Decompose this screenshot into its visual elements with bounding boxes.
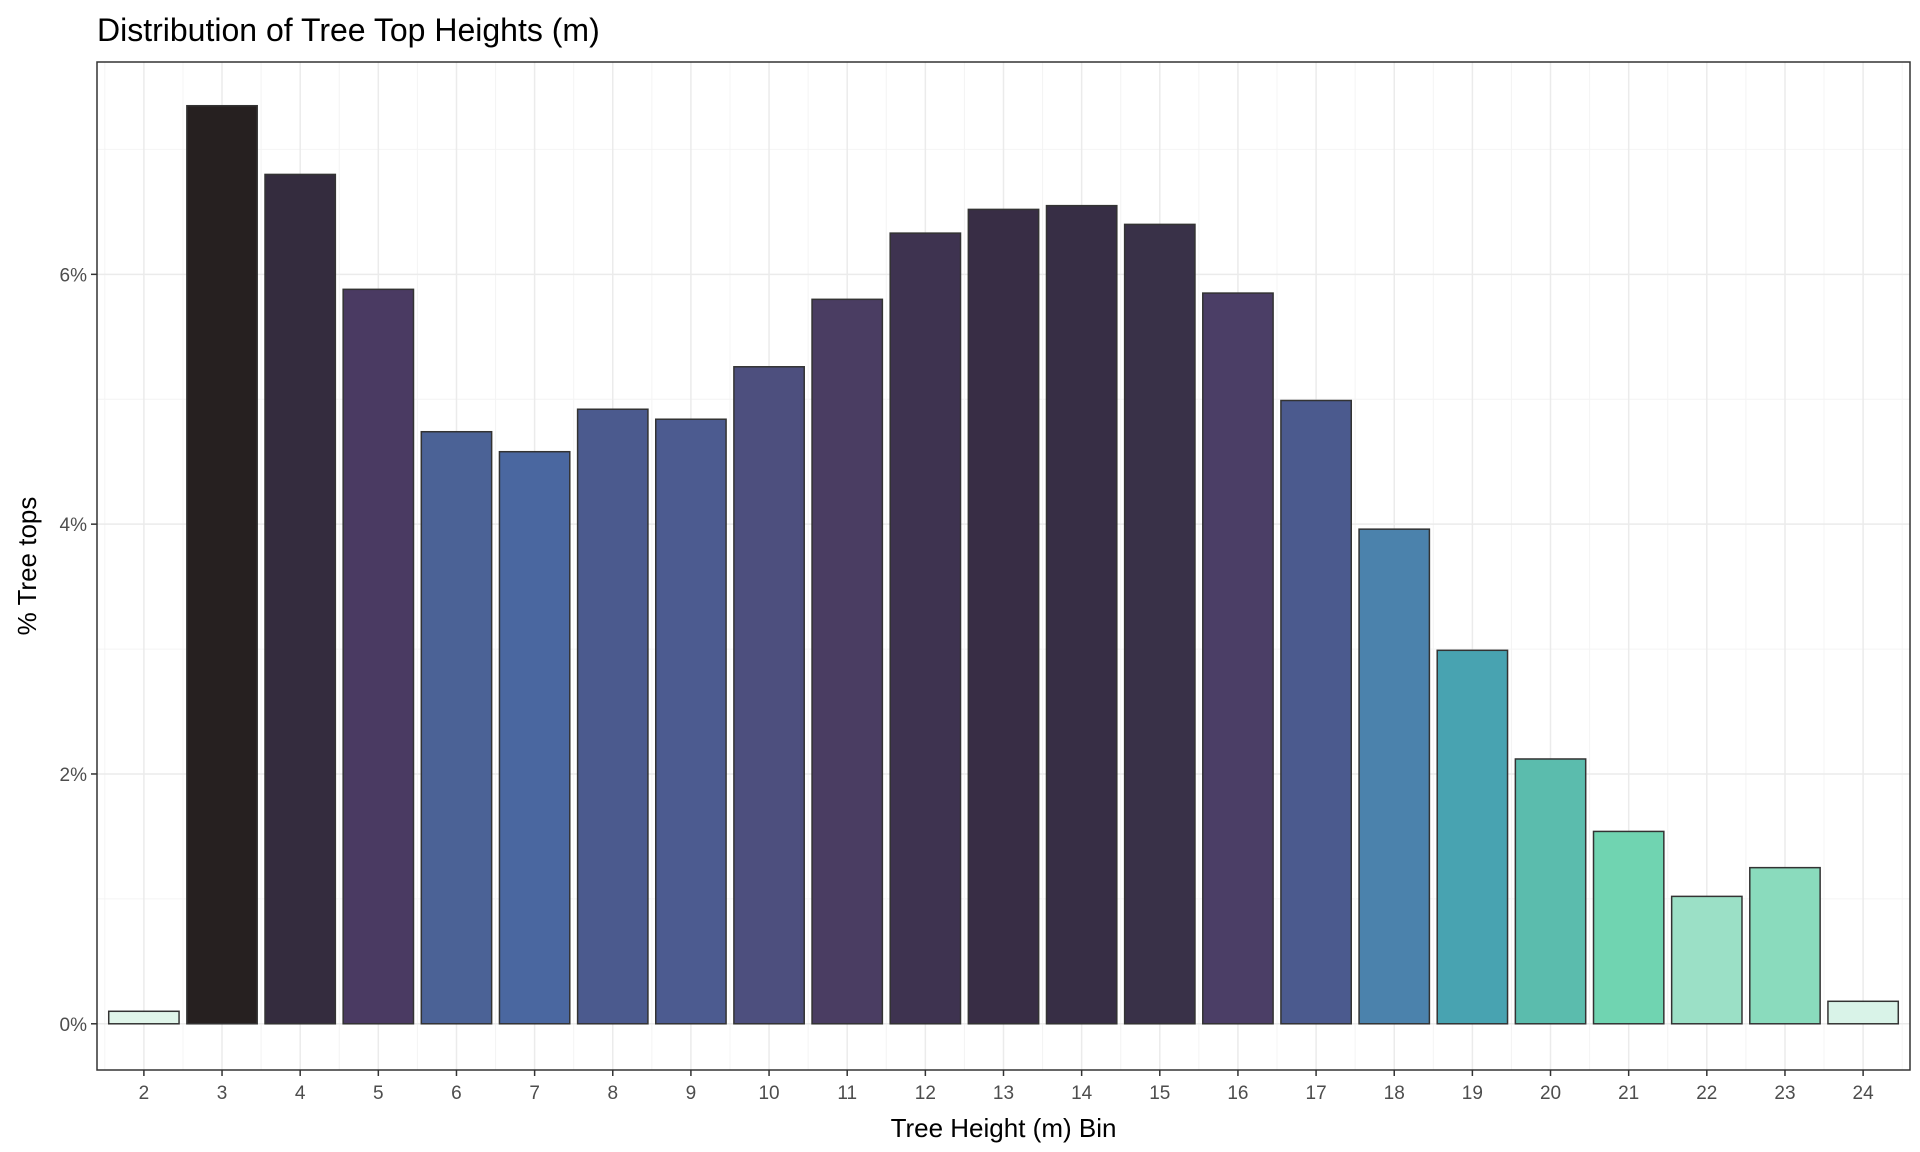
bar-14 [1045, 204, 1118, 1025]
x-tick-label: 13 [993, 1083, 1014, 1104]
bar-11 [811, 298, 884, 1025]
bar-21 [1592, 830, 1665, 1025]
x-tick-label: 18 [1384, 1083, 1405, 1104]
chart-title: Distribution of Tree Top Heights (m) [97, 12, 600, 48]
bar-18 [1358, 528, 1431, 1025]
x-tick-label: 3 [217, 1083, 228, 1104]
x-axis: 2 3 4 5 6 7 8 9 10 11 12 13 14 15 16 17 18 19 20 21 22 23 24 [139, 1070, 1875, 1104]
x-tick-label: 17 [1306, 1083, 1327, 1104]
x-tick-label: 21 [1618, 1083, 1639, 1104]
bar-3 [186, 104, 258, 1025]
bar-7 [498, 450, 571, 1025]
bar-5 [342, 288, 415, 1025]
bar-17 [1280, 399, 1353, 1025]
bar-10 [733, 366, 805, 1025]
x-tick-label: 2 [139, 1083, 150, 1104]
x-tick-label: 5 [373, 1083, 384, 1104]
bar-24 [1827, 1000, 1900, 1025]
bar-9 [654, 418, 727, 1025]
x-tick-label: 15 [1149, 1083, 1170, 1104]
x-tick-label: 16 [1227, 1083, 1248, 1104]
x-tick-label: 24 [1853, 1083, 1875, 1104]
bar-23 [1749, 866, 1821, 1025]
bar-20 [1514, 758, 1587, 1025]
x-tick-label: 22 [1696, 1083, 1717, 1104]
y-axis-title: % Tree tops [12, 497, 42, 636]
x-axis-title: Tree Height (m) Bin [891, 1113, 1117, 1143]
x-tick-label: 11 [837, 1083, 857, 1104]
x-tick-label: 4 [295, 1083, 306, 1104]
bar-15 [1123, 223, 1196, 1025]
x-tick-label: 10 [758, 1083, 779, 1104]
y-tick-label: 0% [60, 1015, 88, 1036]
bars [107, 104, 1900, 1025]
bar-4 [264, 173, 337, 1025]
x-tick-label: 14 [1071, 1083, 1093, 1104]
bar-22 [1670, 895, 1743, 1025]
bar-19 [1436, 649, 1509, 1025]
x-tick-label: 9 [686, 1083, 697, 1104]
bar-6 [420, 430, 493, 1025]
x-tick-label: 20 [1540, 1083, 1561, 1104]
y-tick-label: 4% [60, 515, 88, 536]
y-axis: 0% 2% 4% 6% [60, 265, 97, 1036]
y-tick-label: 2% [60, 765, 88, 786]
x-tick-label: 8 [607, 1083, 618, 1104]
x-tick-label: 6 [451, 1083, 462, 1104]
y-tick-label: 6% [60, 265, 88, 286]
bar-13 [967, 208, 1040, 1025]
x-tick-label: 23 [1774, 1083, 1795, 1104]
x-tick-label: 12 [915, 1083, 936, 1104]
bar-2 [107, 1010, 180, 1025]
bar-12 [889, 232, 962, 1025]
x-tick-label: 7 [529, 1083, 540, 1104]
bar-16 [1202, 292, 1274, 1025]
bar-8 [576, 408, 649, 1025]
x-tick-label: 19 [1462, 1083, 1483, 1104]
